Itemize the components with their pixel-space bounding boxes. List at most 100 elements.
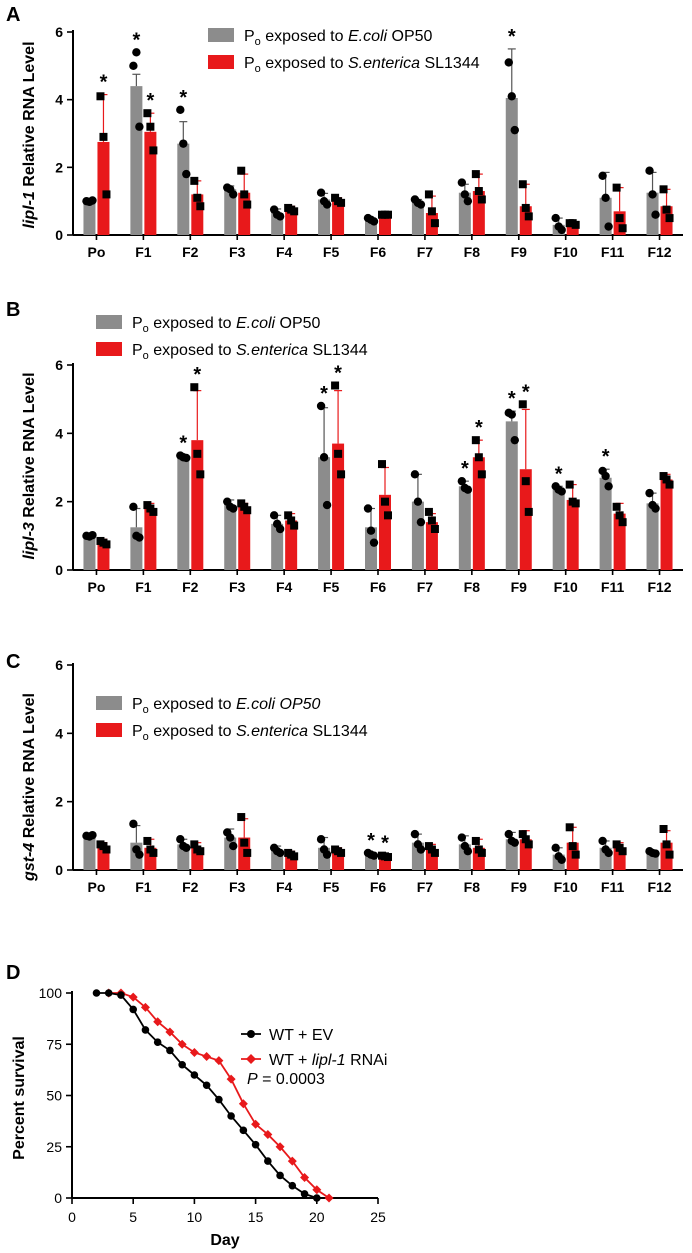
pvalue-value: = 0.0003 [258,1071,325,1088]
panel-a-legend-label: Po exposed to S.enterica SL1344 [244,55,480,75]
panel-d-ytick-label: 100 [39,985,63,1001]
survival-point-lipl-1-rnai [263,1129,273,1139]
panel-b-significance-star: * [555,463,563,485]
pvalue-text: P = 0.0003 [247,1071,325,1088]
panel-b-bar [505,421,518,570]
survival-point-lipl-1-rnai [128,992,138,1002]
panel-b-bar [271,523,284,570]
panel-a-xtick-label: F5 [323,244,340,260]
panel-c-bar [505,839,518,870]
panel-a-data-point [665,214,674,223]
panel-b-bar [458,486,471,570]
panel-c-data-point [176,835,185,844]
panel-b-data-point [510,435,519,445]
panel-b-data-point [229,504,238,513]
panel-c-data-point [471,836,480,845]
panel-a-data-point [196,202,205,211]
panel-a-data-point [507,92,516,101]
panel-c-legend-swatch [96,723,122,737]
panel-b-data-point [190,383,199,392]
panel-b-ytick-label: 6 [55,357,63,373]
panel-b-bar [144,508,157,570]
panel-a-xtick-label: Po [88,244,106,260]
panel-a-data-point [521,203,530,212]
panel-c-data-point [457,833,467,842]
panel-b-legend-label: Po exposed to S.enterica SL1344 [132,342,368,362]
panel-a-data-point [237,166,246,175]
panel-c-data-point [369,851,379,860]
panel-c-ytick-label: 2 [55,794,63,810]
panel-a-xtick-label: F1 [135,244,152,260]
panel-b-legend-swatch [96,342,122,356]
panel-a-ytick-label: 4 [55,92,63,108]
panel-d-xtick-label: 10 [187,1209,203,1225]
panel-c-data-point [337,848,346,857]
panel-b-data-point [565,480,574,489]
panel-c-data-point [316,835,326,844]
panel-a-data-point [290,207,299,216]
panel-a-data-point [416,200,426,209]
panel-b-bar [191,440,204,570]
panel-c-data-point [143,836,152,845]
panel-a-data-point [146,122,155,131]
panel-b-data-point [471,436,480,445]
survival-point-lipl-1-rnai [165,1027,175,1037]
panel-d-xlabel: Day [210,1232,239,1249]
panel-b-bar [613,513,626,570]
panel-b-bar [177,457,190,570]
panel-b-data-point [243,506,252,515]
panel-c-data-point [384,853,392,862]
panel-c-xtick-label: F7 [417,879,434,895]
panel-c-data-point [149,848,158,857]
survival-point-wt-ev [190,1071,199,1079]
panel-b-ytick-label: 2 [55,494,63,510]
panel-a-data-point [471,170,480,179]
panel-b-data-point [129,502,138,511]
panel-c-data-point [651,849,660,858]
panel-label-a: A [6,4,20,26]
panel-d-ytick-label: 0 [54,1190,62,1206]
panel-c-data-point [659,825,668,833]
panel-a-data-point [229,190,238,199]
panel-b-data-point [507,410,516,419]
survival-point-lipl-1-rnai [275,1142,285,1152]
panel-a-legend-swatch [208,28,234,42]
panel-b-xtick-label: F11 [601,579,625,595]
panel-b-xtick-label: F1 [135,579,152,595]
panel-b-significance-star: * [193,364,201,386]
panel-c-data-point [477,848,486,857]
panel-c-xtick-label: F9 [511,879,528,895]
panel-d-xtick-label: 20 [309,1209,325,1225]
panel-b-legend-label: Po exposed to E.coli OP50 [132,315,321,335]
survival-point-wt-ev [313,1194,321,1202]
panel-b-bar [425,522,438,570]
panel-c-significance-star: * [381,832,389,854]
survival-point-wt-ev [264,1157,272,1165]
panel-b-data-point [287,516,296,525]
panel-a-data-point [551,213,560,223]
panel-c-data-point [229,841,238,851]
panel-b-data-point [604,482,613,491]
survival-point-lipl-1-rnai [324,1193,334,1203]
panel-b-significance-star: * [475,417,483,439]
panel-c-data-point [240,838,249,847]
panel-c-ylabel: gst-4 Relative RNA Level [21,693,38,882]
panel-a-significance-star: * [100,72,108,94]
panel-c-data-point [182,843,191,852]
panel-a-xtick-label: F2 [182,244,199,260]
panel-label-b: B [6,299,20,321]
panel-a-ytick-label: 0 [55,227,63,243]
panel-c-data-point [416,845,426,854]
survival-point-lipl-1-rnai [238,1099,248,1109]
panel-a-data-point [143,109,152,118]
panel-a-data-point [240,190,249,199]
panel-b-data-point [665,480,674,489]
survival-point-lipl-1-rnai [226,1074,236,1084]
panel-b-data-point [410,470,420,479]
panel-b-bar [411,501,424,570]
panel-b-xtick-label: F10 [554,579,578,595]
panel-c-legend-swatch [96,696,122,710]
panel-c-xtick-label: F10 [554,879,578,895]
survival-point-lipl-1-rnai [177,1039,187,1049]
panel-b-data-point [337,470,346,479]
